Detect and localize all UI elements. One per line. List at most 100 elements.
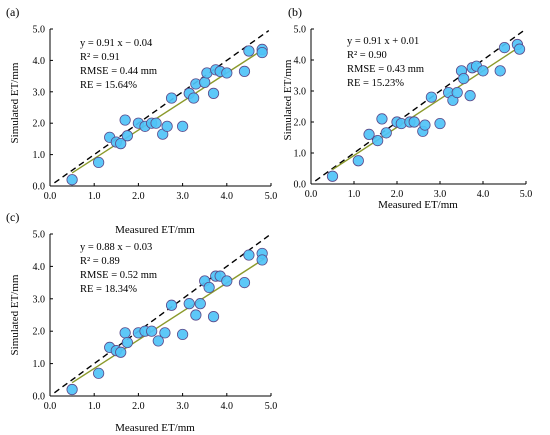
x-tick-label: 1.0 — [88, 401, 101, 412]
data-point — [221, 67, 233, 79]
rmse: RMSE = 0.52 mm — [80, 270, 157, 281]
y-axis-label: Simulated ET/mm — [9, 62, 21, 143]
y-tick-label: 0.0 — [33, 392, 46, 403]
data-point — [494, 65, 506, 77]
x-tick-label: 3.0 — [176, 191, 189, 202]
data-point — [165, 92, 178, 104]
data-point — [165, 299, 178, 311]
fit-stats: y = 0.88 x − 0.03 R² = 0.89 RMSE = 0.52 … — [80, 242, 157, 295]
x-tick-label: 0.0 — [305, 189, 318, 200]
data-point — [66, 383, 78, 396]
data-point — [207, 87, 220, 99]
x-tick-label: 3.0 — [434, 189, 447, 200]
data-point — [238, 276, 251, 289]
r-squared: R² = 0.90 — [347, 50, 387, 61]
data-point — [326, 170, 339, 182]
data-point — [152, 335, 164, 347]
data-point — [221, 275, 233, 287]
data-point — [93, 156, 105, 169]
data-point — [121, 336, 133, 349]
data-point — [183, 298, 195, 310]
y-tick-label: 0.0 — [33, 182, 46, 193]
r-squared: R² = 0.89 — [80, 256, 120, 267]
y-tick-label: 1.0 — [294, 149, 307, 160]
panel-b: (b) Measured ET/mm Simulated ET/mm y = 0… — [282, 5, 532, 211]
data-point — [256, 254, 268, 266]
x-tick-label: 2.0 — [391, 189, 404, 200]
x-tick-label: 4.0 — [221, 191, 234, 202]
data-point — [161, 120, 173, 132]
relative-error: RE = 18.34% — [80, 284, 137, 295]
data-point — [203, 281, 215, 294]
data-point — [238, 65, 251, 77]
fit-equation: y = 0.91 x + 0.01 — [347, 36, 419, 47]
panel-a: (a) Measured ET/mm Simulated ET/mm y = 0… — [6, 5, 277, 236]
data-point — [190, 309, 202, 321]
rmse: RMSE = 0.43 mm — [347, 64, 424, 75]
x-tick-label: 5.0 — [265, 401, 278, 412]
data-point — [477, 65, 489, 77]
y-tick-label: 2.0 — [33, 327, 46, 338]
data-point — [199, 76, 211, 88]
data-point — [380, 127, 392, 139]
fit-line — [71, 258, 265, 384]
data-point — [434, 117, 446, 130]
one-to-one-line — [54, 29, 270, 184]
fit-line — [71, 48, 265, 174]
data-point — [119, 327, 131, 339]
data-point — [146, 325, 158, 337]
x-tick-label: 5.0 — [265, 191, 278, 202]
x-axis-label: Measured ET/mm — [115, 422, 195, 434]
data-point — [408, 116, 420, 128]
panel-label: (a) — [6, 5, 19, 19]
y-tick-label: 2.0 — [294, 118, 307, 129]
fit-equation: y = 0.91 x − 0.04 — [80, 38, 153, 49]
r-squared: R² = 0.91 — [80, 52, 120, 63]
y-tick-label: 3.0 — [33, 87, 46, 98]
data-point — [425, 91, 437, 103]
y-axis-label: Simulated ET/mm — [282, 59, 294, 140]
y-tick-label: 5.0 — [33, 25, 46, 36]
x-tick-label: 3.0 — [176, 401, 189, 412]
y-tick-label: 5.0 — [294, 25, 307, 36]
data-point — [372, 135, 384, 147]
y-tick-label: 1.0 — [33, 150, 46, 161]
data-point — [93, 367, 105, 379]
y-tick-label: 3.0 — [294, 87, 307, 98]
data-point — [188, 92, 200, 104]
y-tick-label: 3.0 — [33, 294, 46, 305]
data-point — [177, 120, 189, 132]
data-point — [256, 46, 268, 59]
x-tick-label: 2.0 — [132, 191, 145, 202]
data-point — [352, 155, 364, 167]
x-tick-label: 1.0 — [88, 191, 101, 202]
relative-error: RE = 15.64% — [80, 80, 137, 91]
data-point — [243, 249, 255, 261]
x-axis-label: Measured ET/mm — [378, 199, 458, 211]
fit-line — [332, 46, 520, 171]
x-tick-label: 4.0 — [477, 189, 490, 200]
data-point — [363, 128, 375, 140]
x-tick-label: 1.0 — [348, 189, 361, 200]
one-to-one-line — [314, 29, 525, 182]
x-tick-label: 0.0 — [44, 191, 57, 202]
x-axis-label: Measured ET/mm — [115, 224, 195, 236]
panel-c: (c) Measured ET/mm Simulated ET/mm y = 0… — [6, 210, 277, 434]
data-point — [498, 41, 511, 54]
data-point — [207, 311, 220, 323]
data-point — [177, 328, 189, 341]
fit-equation: y = 0.88 x − 0.03 — [80, 242, 152, 253]
y-tick-label: 4.0 — [294, 56, 307, 67]
plot-area: 0.0 1.0 2.0 3.0 4.0 5.0 0.0 1.0 2.0 3.0 4.0 5.0 — [33, 230, 278, 413]
x-tick-label: 0.0 — [44, 401, 57, 412]
y-tick-label: 4.0 — [33, 262, 46, 273]
data-point — [243, 45, 255, 57]
data-point — [194, 298, 206, 310]
y-tick-label: 4.0 — [33, 56, 46, 67]
plot-area: 0.0 1.0 2.0 3.0 4.0 5.0 0.0 1.0 2.0 3.0 4.0 5.0 — [33, 25, 278, 203]
data-point — [376, 113, 388, 125]
x-tick-label: 4.0 — [221, 401, 234, 412]
data-point — [513, 43, 526, 55]
panel-label: (c) — [6, 210, 19, 224]
